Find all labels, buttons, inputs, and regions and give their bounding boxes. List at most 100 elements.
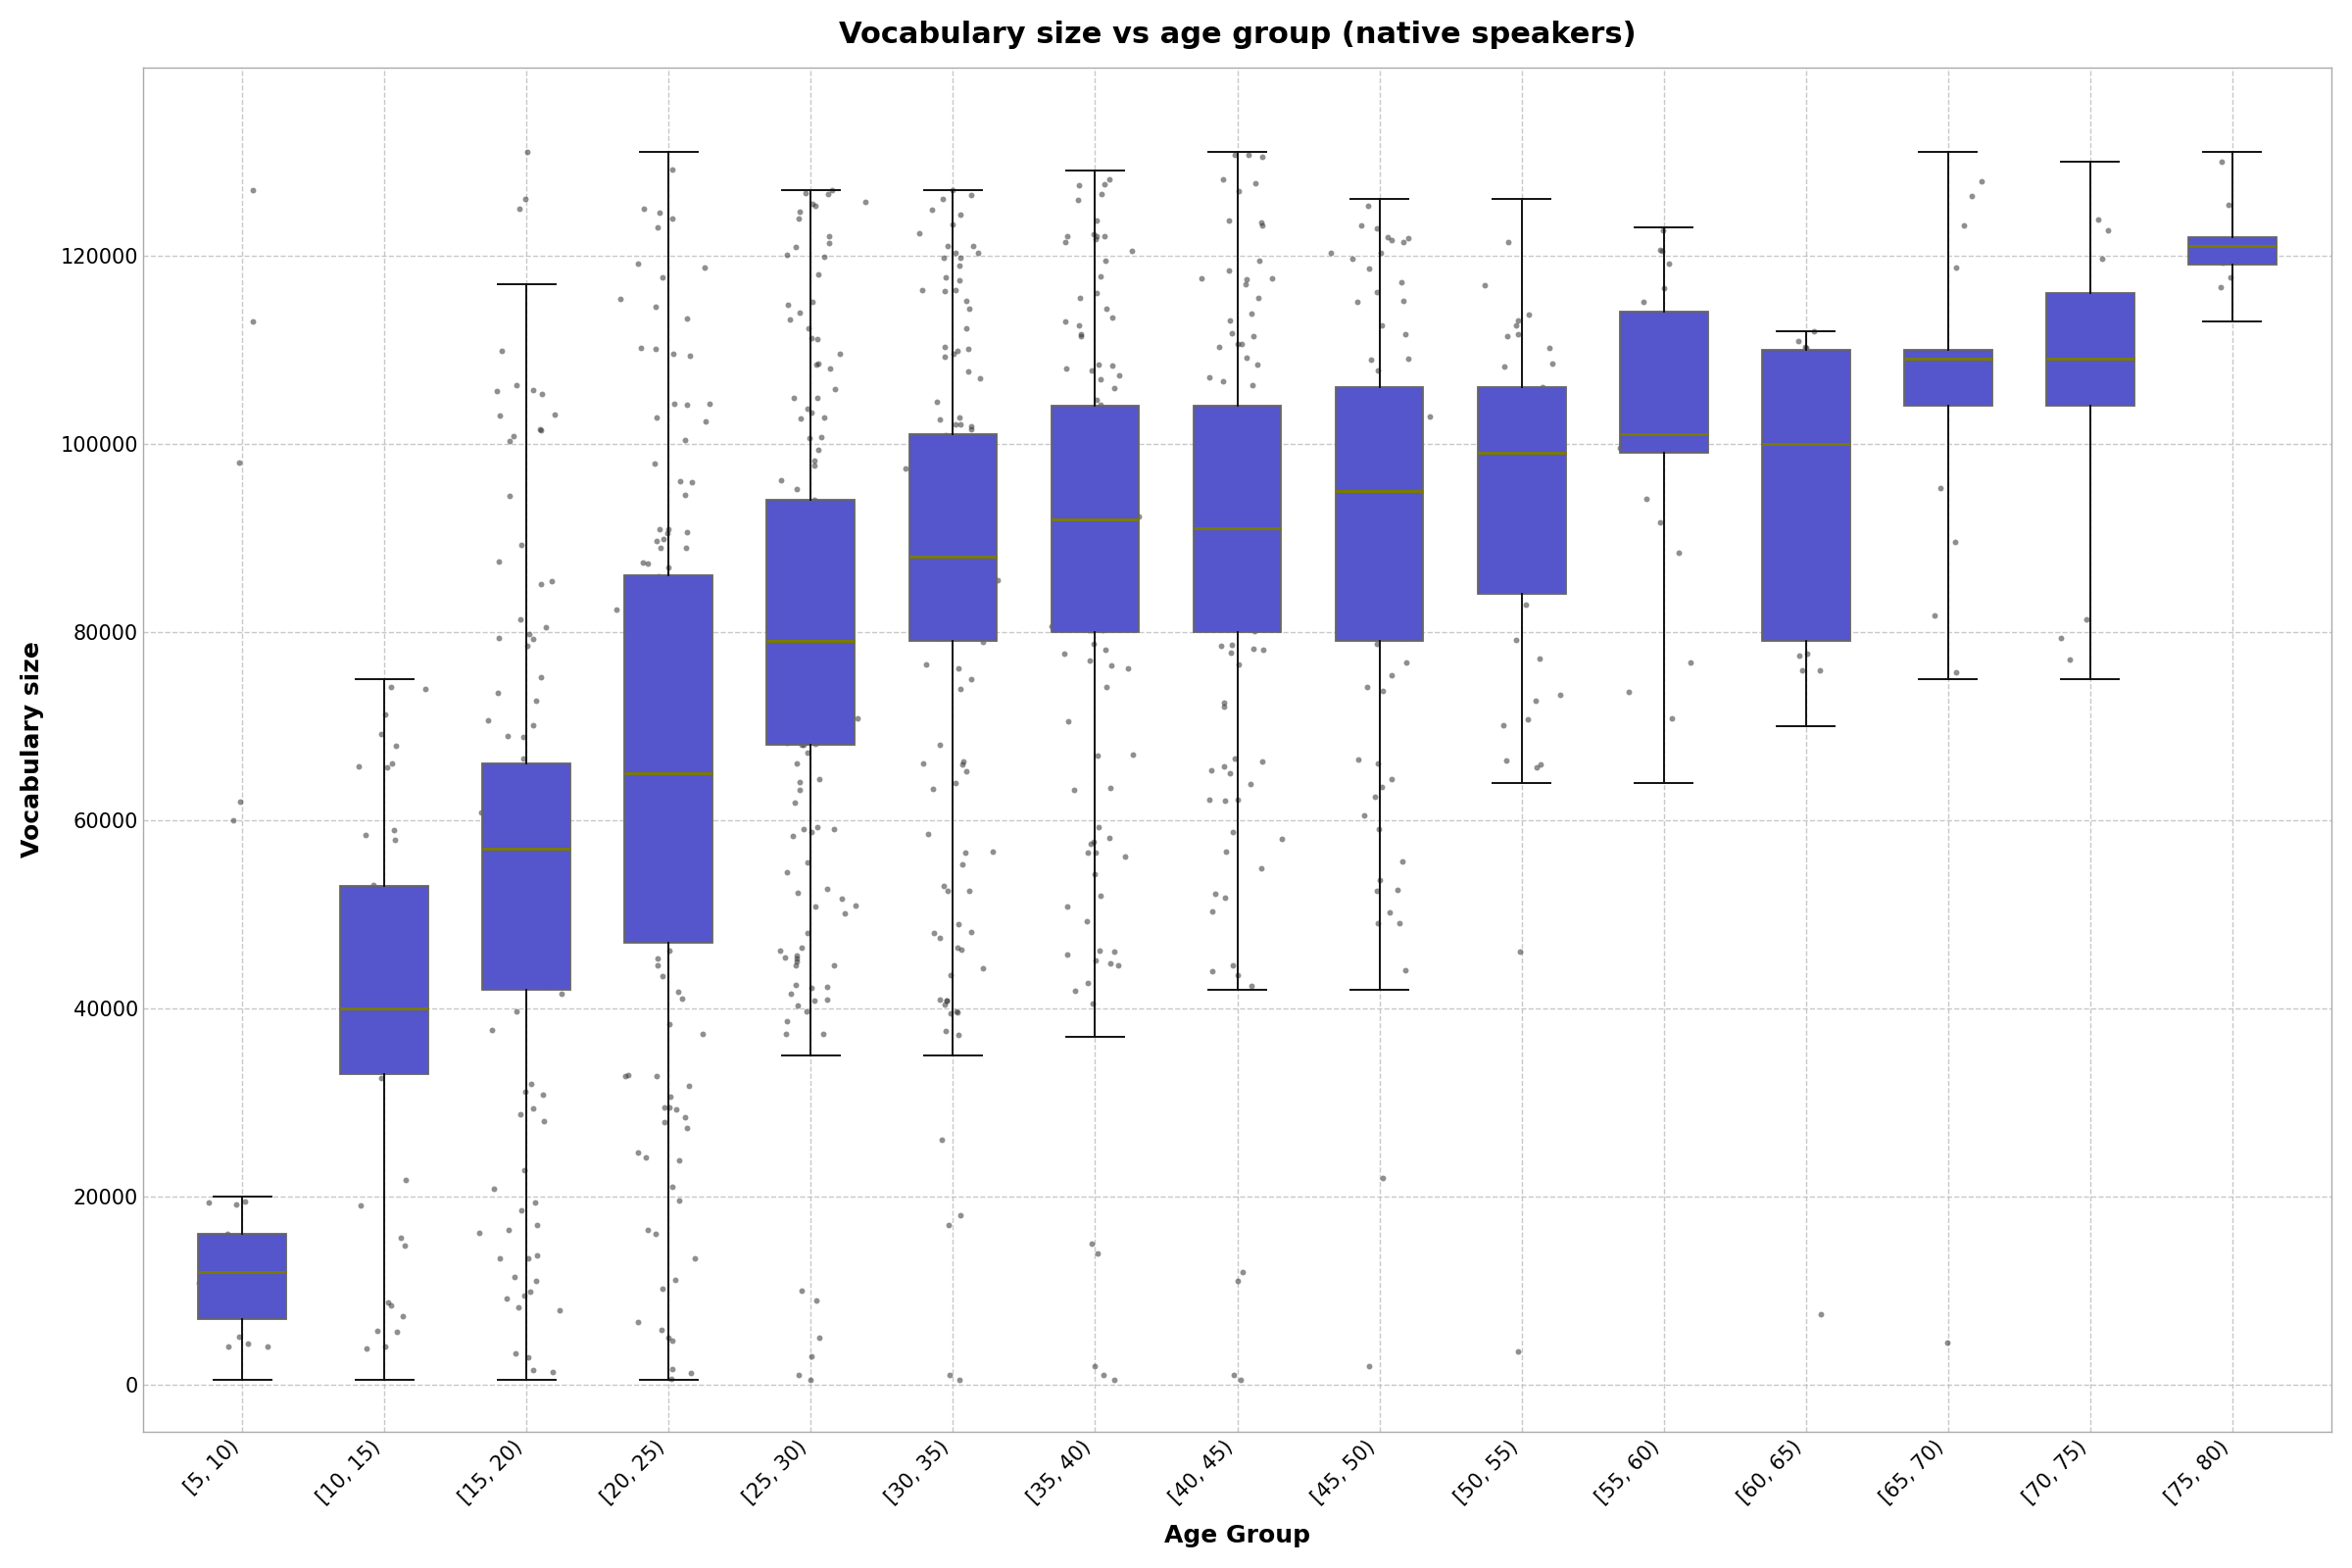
Point [1216, 746, 1254, 771]
Point [654, 790, 691, 815]
Point [1936, 528, 1973, 554]
Point [941, 202, 978, 227]
Point [647, 665, 684, 690]
Point [927, 265, 964, 290]
Point [506, 845, 543, 870]
Point [1202, 633, 1240, 659]
Point [1378, 878, 1416, 903]
Point [510, 1278, 548, 1303]
Point [536, 756, 574, 781]
Point [814, 817, 851, 842]
Point [809, 877, 847, 902]
Point [1204, 368, 1242, 394]
Point [612, 586, 649, 612]
Point [802, 575, 840, 601]
Point [522, 417, 560, 442]
Point [823, 886, 861, 911]
Point [652, 938, 689, 963]
Bar [626, 575, 713, 942]
Point [670, 1074, 708, 1099]
Point [1242, 574, 1279, 599]
Point [654, 826, 691, 851]
Point [809, 182, 847, 207]
Point [235, 1251, 273, 1276]
Point [1105, 844, 1143, 869]
Point [649, 521, 687, 546]
Point [913, 456, 950, 481]
Point [1223, 1367, 1261, 1392]
Point [1244, 213, 1282, 238]
Point [649, 563, 687, 588]
Point [948, 315, 985, 340]
Point [1242, 856, 1279, 881]
Point [1385, 626, 1423, 651]
Point [955, 234, 993, 259]
Point [790, 528, 828, 554]
Point [2204, 149, 2241, 174]
Point [635, 748, 673, 773]
Point [1218, 547, 1256, 572]
Point [927, 481, 964, 506]
Point [1073, 618, 1110, 643]
Point [960, 455, 997, 480]
Point [797, 731, 835, 756]
Point [936, 519, 974, 544]
Point [1383, 599, 1421, 624]
Point [390, 922, 428, 947]
Point [929, 464, 967, 489]
Point [962, 431, 1000, 456]
Point [941, 1203, 978, 1228]
Point [1096, 494, 1134, 519]
Point [1385, 289, 1423, 314]
Point [922, 441, 960, 466]
Point [779, 582, 816, 607]
Point [1207, 488, 1244, 513]
Point [1183, 265, 1221, 290]
Point [644, 964, 682, 989]
Point [1531, 336, 1569, 361]
Point [917, 390, 955, 416]
Point [1075, 546, 1112, 571]
Point [793, 1367, 830, 1392]
Point [687, 256, 724, 281]
Point [922, 1127, 960, 1152]
Point [781, 199, 818, 224]
Point [779, 949, 816, 974]
Point [496, 779, 534, 804]
Point [616, 593, 654, 618]
Point [1061, 172, 1098, 198]
Point [1376, 472, 1414, 497]
Point [967, 459, 1004, 485]
Point [948, 759, 985, 784]
Point [1091, 516, 1129, 541]
Bar [341, 886, 428, 1074]
Point [673, 469, 710, 494]
Point [649, 679, 687, 704]
Point [1491, 395, 1529, 420]
Point [1374, 767, 1411, 792]
Point [1486, 522, 1524, 547]
Point [1070, 971, 1108, 996]
Point [637, 1221, 675, 1247]
Point [783, 502, 821, 527]
Point [1465, 273, 1503, 298]
Point [1098, 447, 1136, 472]
Point [649, 797, 687, 822]
Point [489, 724, 527, 750]
Point [1357, 632, 1395, 657]
Point [659, 872, 696, 897]
Point [1103, 533, 1141, 558]
Point [668, 771, 706, 797]
Point [1656, 406, 1693, 431]
Point [381, 1008, 419, 1033]
Point [1242, 416, 1279, 441]
Point [962, 557, 1000, 582]
Point [508, 925, 546, 950]
Bar [1051, 406, 1138, 632]
Point [1091, 826, 1129, 851]
Point [480, 1245, 517, 1270]
Point [517, 914, 555, 939]
Point [616, 887, 654, 913]
Point [499, 1295, 536, 1320]
Point [920, 619, 957, 644]
